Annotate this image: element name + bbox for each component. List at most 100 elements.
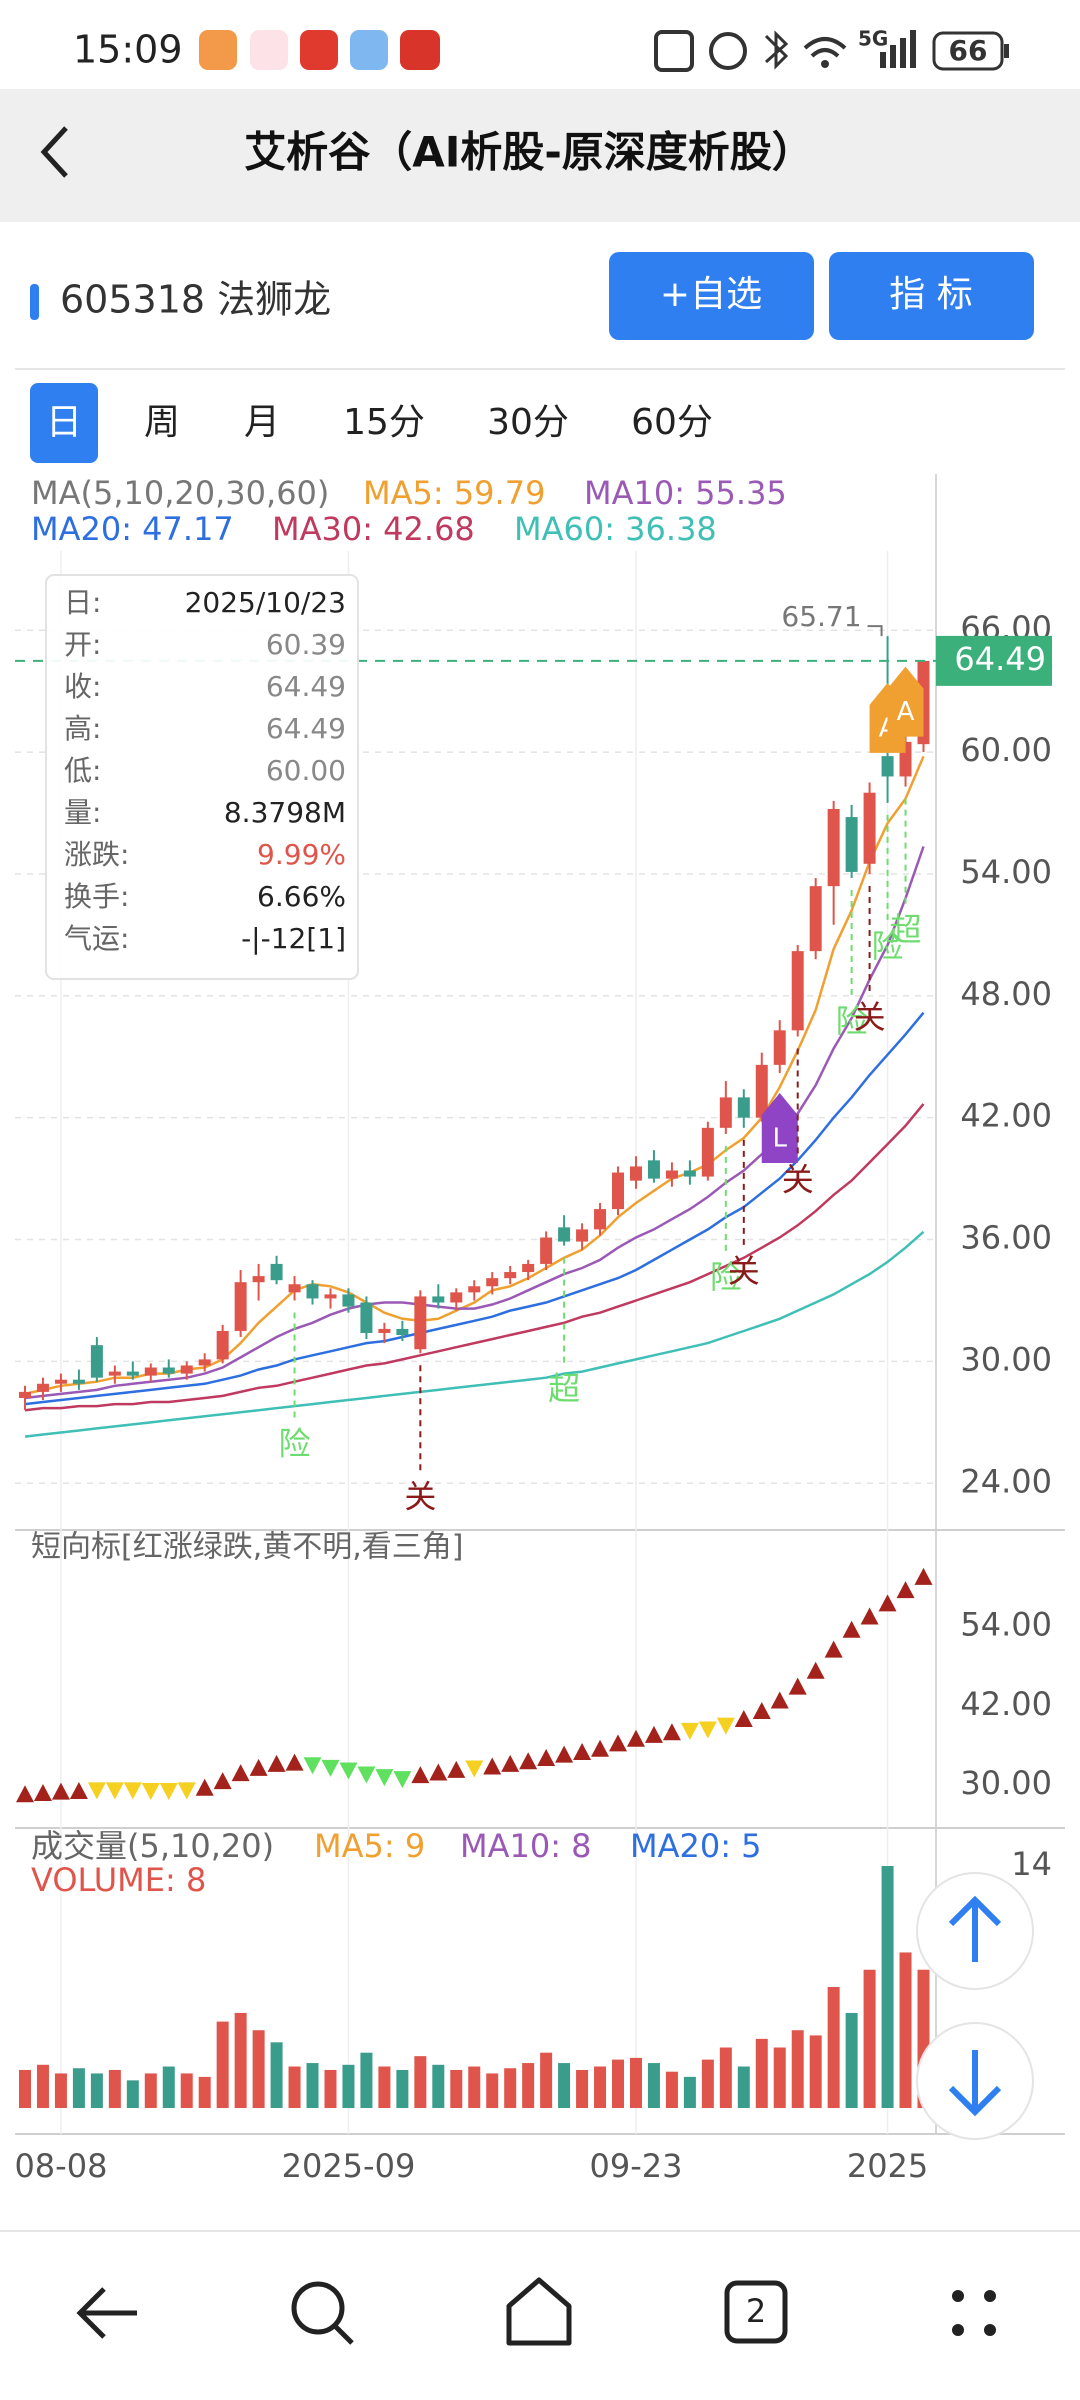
candle-body [288,1284,301,1293]
watchlist-button[interactable] [609,252,814,340]
candle-body [360,1302,373,1333]
volume-bar [342,2064,355,2108]
trend-triangle [914,1567,933,1585]
nav-back[interactable] [76,2287,137,2339]
volume-bar [36,2064,49,2108]
volume-bar [72,2068,85,2108]
signal-marker-label: A [897,697,915,727]
trend-triangle [644,1725,663,1743]
trend-triangle [770,1691,789,1709]
candle-body [863,792,876,864]
trend-triangle [860,1607,879,1625]
candle-body [504,1272,517,1279]
trend-triangle [303,1757,322,1775]
y-tick-label: 24.00 [960,1462,1052,1500]
period-tab[interactable]: 30分 [487,402,569,443]
candle-body [468,1286,481,1293]
tooltip-value: 6.66% [257,880,346,913]
trend-triangle [824,1640,843,1658]
trend-triangle [716,1717,735,1735]
y-tick-label: 54.00 [960,853,1052,891]
period-tab[interactable]: 日 [46,402,82,443]
period-tab[interactable]: 60分 [631,402,713,443]
legend-entry: MA30: 42.68 [272,510,475,548]
candle-body [414,1296,427,1350]
header-title: 艾析谷（AI析股-原深度析股） [244,128,814,177]
volume-bar [108,2069,121,2108]
nav-home[interactable] [506,2277,572,2346]
volume-bar [504,2068,517,2108]
candle-body [342,1294,355,1307]
nav-menu-dot[interactable] [984,2324,996,2336]
volume-bar [755,2038,768,2108]
trend-triangle [626,1729,645,1747]
indicator-button[interactable] [829,252,1034,340]
candle-body [486,1278,499,1287]
tooltip-label: 高: [64,712,101,745]
volume-bar [809,2035,822,2108]
trend-triangle [429,1763,448,1781]
y-tick-label: 30.00 [960,1764,1052,1802]
trend-triangle [411,1766,430,1784]
candle-body [72,1379,85,1384]
nav-tab-count: 2 [746,2292,766,2330]
watchlist-button-label[interactable]: +自选 [660,274,762,315]
nav-search[interactable] [291,2281,345,2335]
volume-bar [468,2066,481,2108]
trend-triangle [842,1620,861,1638]
app-icon [350,30,388,70]
candle-body [791,951,804,1031]
trend-triangle [267,1754,286,1772]
high-pointer [867,625,883,637]
candle-body [594,1209,607,1230]
tooltip-value: 60.39 [266,628,346,661]
indicator-button-label[interactable]: 指 标 [889,274,972,315]
volume-bar [522,2063,535,2108]
trend-triangle [698,1721,717,1739]
candle-body [19,1391,31,1398]
volume-bar [378,2066,391,2108]
candle-body [737,1097,750,1118]
trend-triangle [195,1778,214,1796]
legend-entry: MA60: 36.38 [514,510,717,548]
trend-triangle [69,1781,88,1799]
candle-body [108,1371,121,1376]
candle-body [647,1160,660,1179]
candle-body [450,1292,463,1303]
period-tab[interactable]: 月 [244,402,280,443]
tooltip-value: 8.3798M [224,796,346,829]
nav-menu-dot[interactable] [984,2290,996,2302]
nav-menu-dot[interactable] [952,2290,964,2302]
trend-triangle [141,1782,160,1800]
nav-menu-dot[interactable] [952,2324,964,2336]
trend-triangle [213,1772,232,1790]
tooltip-label: 日: [64,586,101,619]
volume-bar [270,2042,283,2108]
trend-triangle [285,1753,304,1771]
candle-body [432,1296,445,1303]
trend-triangle [537,1748,556,1766]
volume-bar [701,2059,714,2108]
trend-triangle [752,1702,771,1720]
candle-body [216,1330,229,1360]
nav-tabs[interactable] [724,2280,788,2344]
signal-label: 超 [548,1370,580,1408]
candle-body [522,1263,535,1273]
trend-triangle [16,1785,34,1803]
y-tick-label: 48.00 [960,975,1052,1013]
charts: 24.0030.0036.0042.0048.0054.0060.0066.00… [14,474,1065,2185]
trend-triangle [123,1782,142,1800]
stock-marker [30,284,39,320]
tooltip-label: 气运: [64,922,129,955]
trend-triangle [159,1782,178,1800]
wifi-icon [821,60,829,68]
tooltip-value: -|-12[1] [241,922,346,955]
signal-bar [880,52,886,68]
back-button[interactable] [40,126,68,178]
tab-selected-bg [30,383,98,463]
period-tab[interactable]: 周 [144,402,180,443]
trend-triangle [249,1758,268,1776]
signal-label: 险 [279,1424,311,1462]
period-tab[interactable]: 15分 [343,402,425,443]
